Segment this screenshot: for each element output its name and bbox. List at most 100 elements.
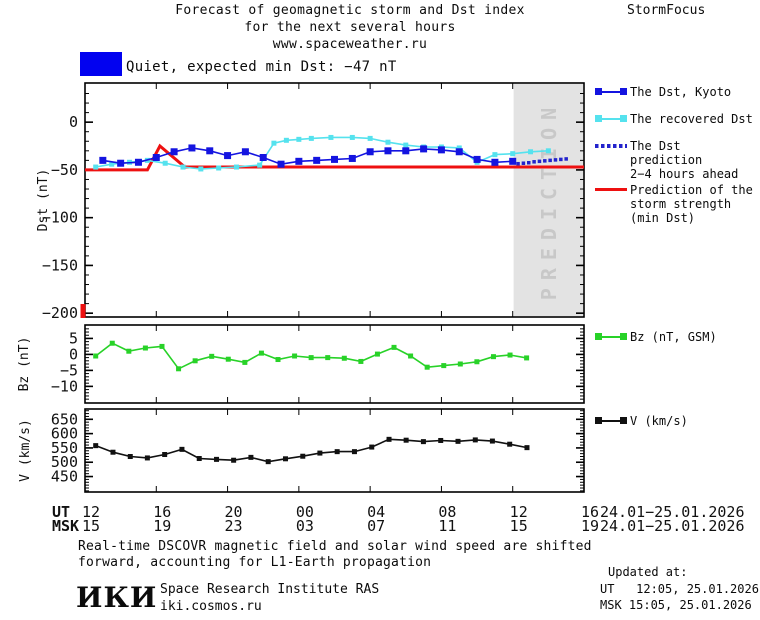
axis-zone-label: MSK <box>52 517 79 535</box>
axis-tick-label: 23 <box>225 517 243 535</box>
dst-frame <box>84 82 585 318</box>
updated-at-label: Updated at: <box>608 565 688 579</box>
v-ticks <box>84 409 585 492</box>
line-swatch <box>595 336 627 338</box>
shift-note-line1: Real-time DSCOVR magnetic field and sola… <box>78 539 592 554</box>
bz-ylabel: Bz (nT) <box>17 337 32 392</box>
site-url: www.spaceweather.ru <box>272 37 428 52</box>
v-frame <box>84 408 585 493</box>
axis-tick-label: 00 <box>296 503 314 521</box>
axis-tick-label: 20 <box>225 503 243 521</box>
axis-tick-label: 19 <box>153 517 171 535</box>
line-swatch <box>595 91 627 93</box>
axis-tick-label: 16 <box>153 503 171 521</box>
v-ytick-label: 500 <box>51 453 78 471</box>
legend-item-dst-prediction: The Dst prediction 2−4 hours ahead <box>595 139 760 181</box>
prediction-region <box>513 84 583 316</box>
v-swatch <box>595 414 627 427</box>
dst-kyoto-swatch <box>595 85 627 98</box>
dst-ytick-label: −200 <box>42 304 78 322</box>
axis-tick-label: 03 <box>296 517 314 535</box>
axis-date-range: 24.01−25.01.2026 <box>600 517 745 535</box>
bz-frame <box>84 324 585 404</box>
shift-note-line2: forward, accounting for L1-Earth propaga… <box>78 555 432 570</box>
square-marker-icon <box>595 333 602 340</box>
dst-prediction-swatch <box>595 139 627 152</box>
bz-chart: 50−5−10 Bz (nT) <box>17 324 585 404</box>
prediction-watermark: PREDICTION <box>537 100 561 300</box>
legend-label: V (km/s) <box>630 414 688 428</box>
page-title-line1: Forecast of geomagnetic storm and Dst in… <box>175 3 525 18</box>
axis-tick-label: 07 <box>367 517 385 535</box>
square-marker-icon <box>620 88 627 95</box>
axis-tick-label: 19 <box>581 517 599 535</box>
v-ytick-label: 450 <box>51 468 78 486</box>
legend-item-v: V (km/s) <box>595 414 688 428</box>
axis-zone-label: UT <box>52 503 70 521</box>
legend-item-dst-kyoto: The Dst, Kyoto <box>595 85 731 99</box>
v-ytick-label: 650 <box>51 410 78 428</box>
institute-site: iki.cosmos.ru <box>160 599 262 614</box>
series-bz-gsm <box>93 340 530 372</box>
dst-ytick-label: −100 <box>42 209 78 227</box>
legend-item-storm-prediction: Prediction of the storm strength (min Dst) <box>595 183 753 225</box>
line-swatch <box>595 188 627 191</box>
axis-date-range: 24.01−25.01.2026 <box>600 503 745 521</box>
line-swatch <box>595 420 627 422</box>
bz-swatch <box>595 330 627 343</box>
bz-ytick-label: 0 <box>69 345 78 363</box>
legend-label: The recovered Dst <box>630 112 753 126</box>
dst-ytick-label: −150 <box>42 256 78 274</box>
axis-tick-label: 12 <box>82 503 100 521</box>
dst-axis-red-marker <box>80 304 86 318</box>
legend-label: The Dst prediction 2−4 hours ahead <box>630 139 739 181</box>
square-marker-icon <box>595 88 602 95</box>
legend-item-recovered-dst: The recovered Dst <box>595 112 753 126</box>
legend-label: Prediction of the storm strength (min Dst) <box>630 183 753 225</box>
axis-tick-label: 11 <box>438 517 456 535</box>
bz-ytick-label: −10 <box>51 377 78 395</box>
bz-ytick-label: 5 <box>69 329 78 347</box>
dst-ticks <box>84 83 585 317</box>
square-marker-icon <box>620 115 627 122</box>
recovered-dst-swatch <box>595 112 627 125</box>
dst-chart: PREDICTION 0 −50 −100 −150 −200 Dst (nT) <box>36 82 585 322</box>
axis-tick-label: 15 <box>82 517 100 535</box>
axis-tick-label: 08 <box>438 503 456 521</box>
updated-ut: UT 12:05, 25.01.2026 <box>600 582 759 596</box>
series-dst-prediction-2-4h <box>516 157 568 166</box>
bz-ytick-label: −5 <box>60 361 78 379</box>
dst-ylabel: Dst (nT) <box>36 169 51 232</box>
legend-label: The Dst, Kyoto <box>630 85 732 99</box>
square-marker-icon <box>595 115 602 122</box>
storm-level-swatch <box>80 52 122 76</box>
series-storm-strength-prediction <box>85 143 584 172</box>
axis-tick-label: 16 <box>581 503 599 521</box>
axis-tick-label: 15 <box>510 517 528 535</box>
square-marker-icon <box>620 417 627 424</box>
series-dst-kyoto <box>99 144 517 168</box>
legend-item-bz: Bz (nT, GSM) <box>595 330 717 344</box>
series-solar-wind-speed <box>93 436 530 465</box>
brand-stormfocus: StormFocus <box>627 3 706 18</box>
dst-ytick-label: 0 <box>69 113 78 131</box>
square-marker-icon <box>620 333 627 340</box>
v-ylabel: V (km/s) <box>18 419 33 482</box>
axis-tick-label: 04 <box>367 503 385 521</box>
square-marker-icon <box>595 417 602 424</box>
axis-tick-label: 12 <box>510 503 528 521</box>
legend-label: Bz (nT, GSM) <box>630 330 717 344</box>
institute-name: Space Research Institute RAS <box>160 582 380 597</box>
updated-msk: MSK 15:05, 25.01.2026 <box>600 598 752 612</box>
bz-ticks <box>84 325 585 403</box>
dst-ytick-label: −50 <box>51 161 78 179</box>
dotted-line-swatch <box>595 144 627 148</box>
page-title-line2: for the next several hours <box>244 20 456 35</box>
iki-logo: ИКИ <box>76 581 158 614</box>
line-swatch <box>595 118 627 120</box>
storm-status-text: Quiet, expected min Dst: −47 nT <box>126 59 397 75</box>
